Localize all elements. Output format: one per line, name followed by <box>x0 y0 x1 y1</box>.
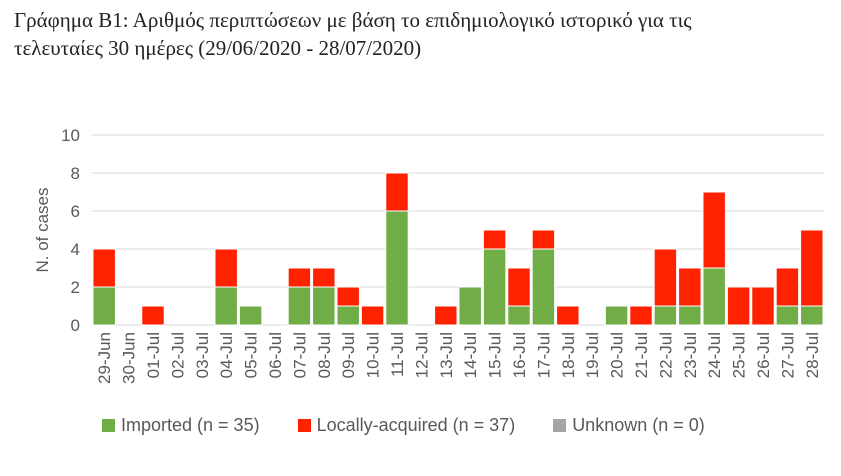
x-tick-label: 09-Jul <box>339 332 358 378</box>
bar-segment <box>800 305 824 326</box>
bar-segment <box>238 305 263 326</box>
chart-legend: Imported (n = 35) Locally-acquired (n = 3… <box>102 412 743 438</box>
x-tick-label: 20-Jul <box>608 332 627 378</box>
x-tick-label: 29-Jun <box>95 332 114 384</box>
x-tick-label: 13-Jul <box>437 332 456 378</box>
x-tick-label: 07-Jul <box>290 332 309 378</box>
bar-segment <box>775 305 800 326</box>
y-tick-label: 4 <box>71 240 80 259</box>
bar-segment <box>653 248 678 307</box>
bar-segment <box>92 286 116 326</box>
bar-segment <box>653 305 678 326</box>
x-tick-label: 03-Jul <box>193 332 212 378</box>
bars <box>92 172 824 326</box>
legend-label: Unknown (n = 0) <box>572 414 705 435</box>
bar-segment <box>678 267 702 307</box>
x-tick-label: 27-Jul <box>778 332 797 378</box>
x-tick-label: 23-Jul <box>681 332 700 378</box>
y-axis-title: N. of cases <box>33 187 52 272</box>
bar-segment <box>214 286 238 326</box>
bar-segment <box>800 229 824 307</box>
x-tick-label: 10-Jul <box>364 332 383 378</box>
bar-segment <box>434 305 458 326</box>
x-tick-label: 04-Jul <box>217 332 236 378</box>
bar-segment <box>751 286 775 326</box>
legend-item: Imported (n = 35) <box>102 415 260 436</box>
bar-segment <box>556 305 580 326</box>
legend-item: Locally-acquired (n = 37) <box>297 414 516 436</box>
caption-line-2: τελευταίες 30 ημέρες (29/06/2020 - 28/07… <box>14 36 422 60</box>
x-tick-label: 22-Jul <box>656 332 675 378</box>
bar-segment <box>507 267 531 307</box>
x-tick-label: 19-Jul <box>583 332 602 378</box>
y-tick-label: 8 <box>71 164 80 183</box>
x-tick-label: 15-Jul <box>486 332 505 378</box>
bar-segment <box>775 267 800 307</box>
bar-segment <box>726 286 751 326</box>
bar-segment <box>507 305 531 326</box>
bar-segment <box>385 210 409 326</box>
x-tick-label: 16-Jul <box>510 332 529 378</box>
y-axis-ticks: 0 2 4 6 8 10 <box>61 126 80 335</box>
bar-segment <box>287 286 312 326</box>
bar-segment <box>360 305 385 326</box>
bar-segment <box>312 267 336 288</box>
x-tick-label: 28-Jul <box>803 332 822 378</box>
x-tick-label: 21-Jul <box>632 332 651 378</box>
x-tick-label: 08-Jul <box>315 332 334 378</box>
bar-segment <box>214 248 238 288</box>
bar-segment <box>385 172 409 212</box>
x-tick-label: 14-Jul <box>461 332 480 378</box>
x-axis-ticks: 29-Jun 30-Jun 01-Jul 02-Jul 03-Jul 04-Jul 05-J… <box>95 332 822 384</box>
y-tick-label: 10 <box>61 126 80 145</box>
bar-segment <box>336 305 360 326</box>
bar-segment <box>92 248 116 288</box>
x-tick-label: 02-Jul <box>168 332 187 378</box>
x-tick-label: 06-Jul <box>266 332 285 378</box>
bar-segment <box>702 191 726 269</box>
bar-segment <box>336 286 360 307</box>
legend-item: Unknown (n = 0) <box>553 415 705 436</box>
chart-caption: Γράφημα Β1: Αριθμός περιπτώσεων με βάση … <box>14 6 829 62</box>
x-tick-label: 26-Jul <box>754 332 773 378</box>
x-tick-label: 30-Jun <box>120 332 139 384</box>
y-tick-label: 6 <box>71 202 80 221</box>
x-tick-label: 01-Jul <box>144 332 163 378</box>
gridlines <box>92 134 824 326</box>
y-tick-label: 0 <box>71 316 80 335</box>
bar-segment <box>482 248 507 326</box>
bar-segment <box>678 305 702 326</box>
bar-segment <box>458 286 482 326</box>
x-tick-label: 17-Jul <box>534 332 553 378</box>
legend-label: Imported (n = 35) <box>121 414 260 435</box>
caption-line-1: Γράφημα Β1: Αριθμός περιπτώσεων με βάση … <box>14 8 692 32</box>
bar-segment <box>604 305 629 326</box>
x-tick-label: 24-Jul <box>705 332 724 378</box>
bar-segment <box>629 305 653 326</box>
bar-segment <box>482 229 507 250</box>
legend-swatch <box>297 418 311 432</box>
y-tick-label: 2 <box>71 278 80 297</box>
x-tick-label: 12-Jul <box>412 332 431 378</box>
legend-swatch <box>102 418 115 432</box>
bar-segment <box>531 229 556 250</box>
x-tick-label: 18-Jul <box>559 332 578 378</box>
bar-segment <box>312 286 336 326</box>
x-tick-label: 25-Jul <box>730 332 749 378</box>
bar-segment <box>287 267 312 288</box>
legend-swatch <box>553 418 567 432</box>
bar-segment <box>702 267 726 326</box>
x-tick-label: 05-Jul <box>242 332 261 378</box>
legend-label: Locally-acquired (n = 37) <box>316 414 516 435</box>
x-tick-label: 11-Jul <box>388 332 407 377</box>
bar-segment <box>141 305 165 326</box>
bar-segment <box>531 248 556 326</box>
